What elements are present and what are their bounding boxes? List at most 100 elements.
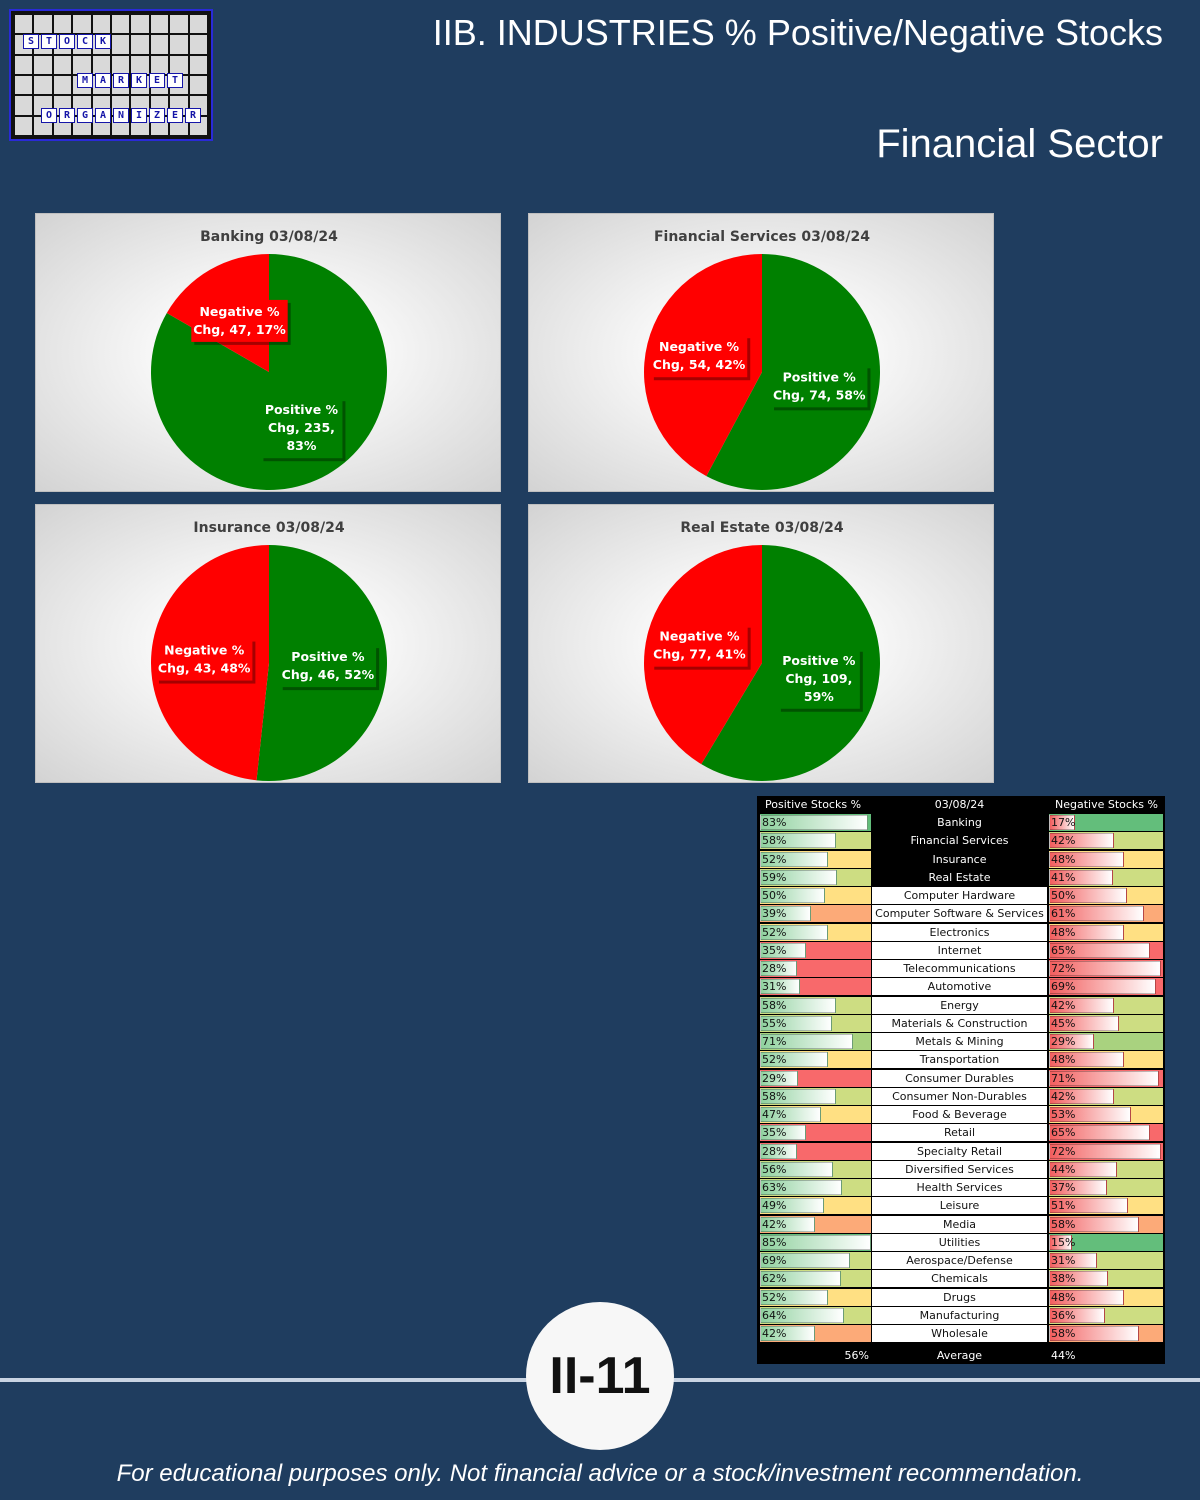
positive-bar [760,1070,798,1086]
negative-bar [1049,1326,1140,1341]
negative-bar [1049,961,1161,976]
logo-letter: T [41,34,57,49]
negative-cell: 42% [1049,996,1163,1014]
positive-bar [760,851,828,867]
industry-name: Financial Services [872,832,1047,850]
negative-pct: 38% [1051,1272,1076,1286]
positive-pct: 50% [762,889,787,902]
data-label-text: Chg, 235, [268,420,335,435]
data-label-box [279,645,377,688]
positive-pct: 47% [762,1108,787,1121]
logo-letter: K [95,34,111,49]
positive-cell: 42% [760,1215,871,1233]
positive-pct: 55% [762,1016,787,1030]
positive-pct: 58% [762,834,787,848]
negative-bar [1049,1271,1109,1287]
positive-cell: 71% [760,1033,871,1050]
table-row: 58% Consumer Non-Durables 42% [757,1087,1165,1106]
pie-chart-financial-services: Financial Services 03/08/24 Positive % Chg… [528,213,994,492]
negative-cell: 31% [1049,1252,1163,1269]
logo-cell [150,55,169,74]
negative-bar [1049,979,1157,995]
data-label-positive: Positive % Chg, 235, 83% [260,398,346,462]
data-label-text: Positive % [265,402,339,417]
table-row: 52% Drugs 48% [757,1288,1165,1307]
positive-cell: 59% [760,868,871,886]
logo-cell [131,15,149,34]
negative-cell: 53% [1049,1106,1163,1123]
negative-cell: 38% [1049,1270,1163,1288]
positive-cell: 52% [760,850,871,868]
logo-letter: O [59,34,75,49]
negative-bar [1049,1253,1098,1268]
data-label-box [771,365,868,408]
negative-bar [1049,1143,1161,1159]
positive-bar [760,888,826,903]
negative-cell: 72% [1049,1142,1163,1160]
negative-bar [1049,1034,1095,1049]
positive-cell: 35% [760,1124,871,1142]
negative-bar [1049,869,1113,885]
chart-title: Financial Services 03/08/24 [654,229,870,245]
negative-pct: 44% [1051,1162,1076,1176]
positive-pct: 52% [762,852,787,866]
industry-name: Materials & Construction [872,1014,1047,1032]
negative-pct: 69% [1051,980,1076,994]
logo-letter: R [59,108,75,123]
positive-bar [760,815,869,830]
logo-cell [73,55,91,74]
positive-bar [760,1125,806,1141]
positive-bar [760,1034,853,1049]
positive-cell: 31% [760,978,871,996]
negative-bar [1049,1180,1107,1195]
table-row: 52% Electronics 48% [757,923,1165,942]
negative-column-header: Negative Stocks % [1055,798,1158,811]
negative-bar [1049,1107,1132,1122]
negative-pct: 72% [1051,962,1076,975]
positive-cell: 29% [760,1069,871,1087]
positive-cell: 50% [760,887,871,904]
industry-name: Manufacturing [872,1306,1047,1324]
data-label-text: Negative % [659,629,740,644]
table-row: 62% Chemicals 38% [757,1270,1165,1288]
negative-cell: 72% [1049,960,1163,977]
table-row: 83% Banking 17% [757,814,1165,832]
positive-bar [760,1307,844,1323]
negative-pct: 41% [1051,870,1076,884]
logo-cell [189,76,207,95]
data-label-negative: Negative % Chg, 54, 42% [650,335,751,381]
negative-cell: 48% [1049,1051,1163,1069]
negative-cell: 48% [1049,923,1163,941]
logo-letter: E [149,73,165,88]
logo-cell [73,15,91,34]
positive-pct: 28% [762,962,787,975]
negative-pct: 61% [1051,907,1076,921]
chart-title: Banking 03/08/24 [200,229,338,245]
negative-cell: 58% [1049,1325,1163,1342]
positive-cell: 52% [760,1051,871,1069]
negative-bar [1049,1234,1073,1250]
data-label-text: Chg, 47, 17% [193,322,286,337]
positive-pct: 42% [762,1327,787,1340]
positive-cell: 52% [760,1288,871,1306]
data-label-text: Chg, 109, [785,671,852,686]
negative-pct: 65% [1051,943,1076,957]
industry-name: Specialty Retail [872,1142,1047,1160]
date-column-header: 03/08/24 [934,798,985,811]
negative-cell: 61% [1049,905,1163,923]
logo-cell [189,15,207,34]
negative-cell: 17% [1049,814,1163,831]
positive-cell: 28% [760,960,871,977]
table-row: 35% Internet 65% [757,941,1165,960]
data-label-text: Chg, 43, 48% [158,661,251,676]
data-label-box [777,648,860,709]
logo-letter: K [131,73,147,88]
table-row: 50% Computer Hardware 50% [757,887,1165,905]
positive-pct: 52% [762,1053,787,1067]
positive-pct: 31% [762,980,787,994]
positive-bar [760,1143,797,1159]
positive-column-header: Positive Stocks % [765,798,862,811]
negative-pct: 58% [1051,1327,1076,1340]
positive-pct: 85% [762,1235,787,1249]
